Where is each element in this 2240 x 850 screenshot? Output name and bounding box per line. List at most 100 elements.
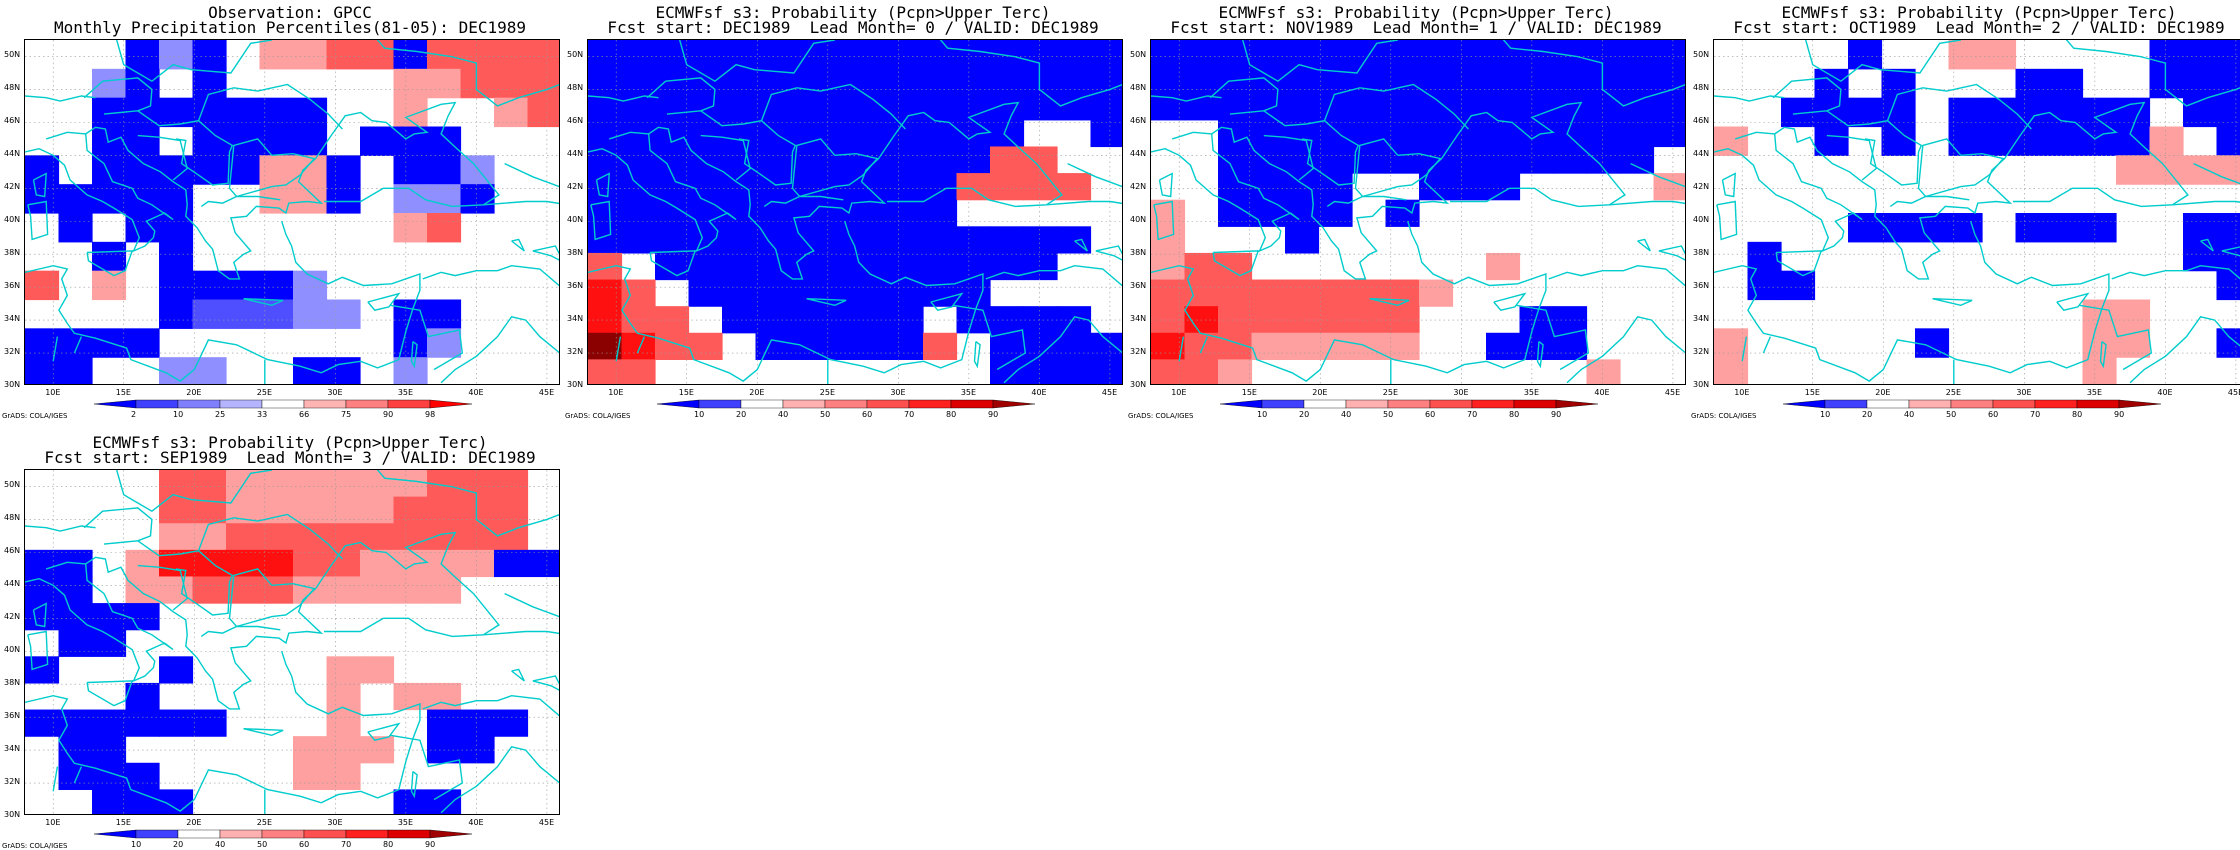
grid-cell — [1419, 280, 1453, 307]
coastline — [1933, 299, 1973, 306]
grid-cell — [1057, 359, 1091, 385]
colorbar-segment — [951, 400, 993, 408]
grid-cell — [327, 155, 361, 184]
grid-cell — [1882, 98, 1916, 127]
lon-label: 10E — [1171, 388, 1186, 397]
grid-cell — [1151, 280, 1185, 307]
colorbar-label: 90 — [383, 410, 393, 419]
grid-cell — [622, 67, 656, 94]
grid-cell — [1714, 357, 1748, 385]
colorbar-label: 70 — [341, 840, 351, 849]
lat-label: 36N — [4, 711, 20, 720]
grads-credit: GrADS: COLA/IGES — [1691, 412, 1756, 420]
grid-cell — [494, 69, 528, 98]
grid-cell — [327, 576, 361, 603]
colorbar-label: 90 — [425, 840, 435, 849]
lat-label: 34N — [4, 314, 20, 323]
grid-cell — [92, 736, 126, 763]
colorbar-segment — [2035, 400, 2077, 408]
grid-cell — [1486, 40, 1520, 67]
grid-cell — [689, 173, 723, 200]
grid-cell — [856, 40, 890, 67]
grid-cell — [260, 550, 294, 577]
grid-cell — [2116, 300, 2150, 329]
grid-cell — [1091, 93, 1124, 120]
colorbar-segment — [993, 400, 1035, 408]
map-svg — [1714, 40, 2240, 385]
grid-cell — [2083, 213, 2117, 242]
grid-cell — [528, 550, 561, 577]
grid-cell — [126, 40, 160, 69]
grid-cell — [427, 300, 461, 329]
grid-cell — [59, 357, 93, 385]
lat-label: 50N — [4, 50, 20, 59]
grid-cell — [159, 300, 193, 329]
grid-cell — [1057, 93, 1091, 120]
grid-cell — [1024, 306, 1058, 333]
grid-cell — [1419, 93, 1453, 120]
grid-cell — [1285, 333, 1319, 360]
grid-cell — [722, 306, 756, 333]
grid-cell — [1620, 120, 1654, 147]
colorbar-segment — [178, 400, 220, 408]
grid-cell — [159, 497, 193, 524]
grid-cell — [1185, 359, 1219, 385]
grid-cell — [327, 357, 361, 385]
coastline — [483, 193, 560, 205]
lat-label: 36N — [1693, 281, 1709, 290]
grid-cell — [823, 120, 857, 147]
grid-cell — [1352, 333, 1386, 360]
grid-cell — [1553, 67, 1587, 94]
grid-cell — [226, 271, 260, 300]
lat-label: 50N — [1130, 50, 1146, 59]
colorbar-segment — [1867, 400, 1909, 408]
grid-cell — [957, 40, 991, 67]
grid-cell — [689, 93, 723, 120]
colorbar — [657, 399, 1035, 409]
grid-cell — [1185, 67, 1219, 94]
grid-cell — [159, 155, 193, 184]
colorbar-segment — [657, 400, 699, 408]
lat-label: 32N — [4, 777, 20, 786]
grid-cell — [722, 67, 756, 94]
colorbar-label: 90 — [988, 410, 998, 419]
grid-cell — [2217, 40, 2240, 69]
grid-cell — [159, 213, 193, 242]
grid-cell — [126, 789, 160, 815]
colorbar-label: 80 — [2072, 410, 2082, 419]
lon-label: 25E — [257, 388, 272, 397]
grid-cell — [923, 333, 957, 360]
grid-cell — [126, 710, 160, 737]
coastline — [244, 729, 284, 736]
grid-cell — [360, 127, 394, 156]
colorbar-segment — [867, 400, 909, 408]
coastline — [512, 239, 525, 251]
colorbar-label: 10 — [1820, 410, 1830, 419]
colorbar-segment — [1346, 400, 1388, 408]
lon-label: 20E — [1875, 388, 1890, 397]
lon-label: 45E — [1665, 388, 1680, 397]
grid-cell — [923, 67, 957, 94]
colorbar-label: 50 — [820, 410, 830, 419]
lon-label: 45E — [2228, 388, 2240, 397]
grid-cell — [2016, 69, 2050, 98]
grid-cell — [159, 710, 193, 737]
grid-cell — [360, 576, 394, 603]
panel-subtitle: Fcst start: NOV1989 Lead Month= 1 / VALI… — [1126, 19, 1706, 36]
lat-label: 34N — [1693, 314, 1709, 323]
grid-cell — [159, 523, 193, 550]
grid-cell — [1815, 69, 1849, 98]
grid-cell — [2049, 127, 2083, 156]
colorbar-segment — [262, 400, 304, 408]
grid-cell — [789, 306, 823, 333]
grid-cell — [461, 736, 495, 763]
coastline — [201, 627, 280, 637]
lon-label: 35E — [398, 818, 413, 827]
coastline — [25, 526, 96, 531]
colorbar-segment — [388, 400, 430, 408]
grid-cell — [461, 523, 495, 550]
lon-label: 10E — [45, 818, 60, 827]
lat-label: 48N — [4, 83, 20, 92]
colorbar-segment — [388, 830, 430, 838]
grid-cell — [427, 213, 461, 242]
